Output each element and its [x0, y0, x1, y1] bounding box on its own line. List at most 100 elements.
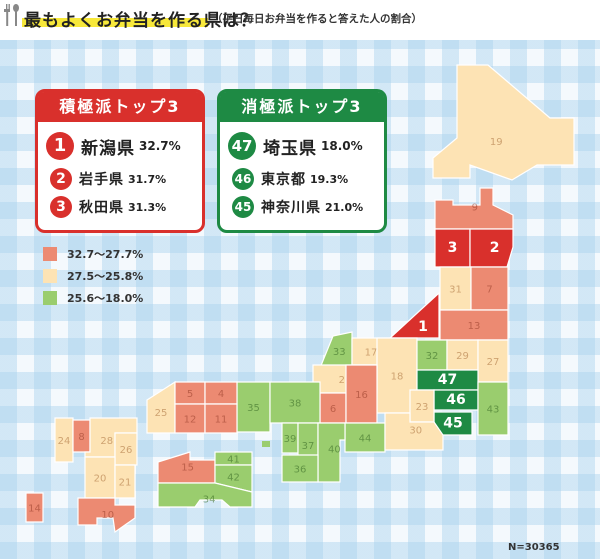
percentage: 31.7%	[128, 172, 167, 186]
legend-swatch	[43, 247, 57, 261]
prefecture-rank-label: 6	[330, 404, 336, 415]
prefecture-30: 30	[384, 412, 444, 451]
prefecture-19: 19	[432, 64, 575, 181]
prefecture-rank-label: 22	[339, 375, 352, 386]
prefecture-rank-label: 41	[227, 455, 240, 466]
passive-top3-panel: 消極派トップ3 47 埼玉県 18.0% 46 東京都 19.3% 45 神奈川…	[217, 89, 387, 233]
prefecture-35: 35	[236, 381, 271, 433]
prefecture-shape	[344, 422, 386, 453]
prefecture-rank-label: 4	[218, 389, 224, 400]
prefecture-16: 16	[345, 364, 378, 424]
prefecture-shape	[114, 432, 138, 466]
active-rank-1: 1 新潟県 32.7%	[46, 132, 181, 160]
prefecture-rank-label: 31	[449, 285, 462, 296]
passive-rank-46: 46 東京都 19.3%	[232, 168, 348, 190]
rank-badge: 46	[232, 168, 254, 190]
prefecture-name: 岩手県	[79, 172, 124, 188]
prefecture-shape	[434, 187, 514, 230]
prefecture-33: 33	[319, 331, 353, 369]
prefecture-rank-label: 39	[284, 434, 297, 445]
rank-badge: 3	[50, 196, 72, 218]
prefecture-rank-label: 1	[418, 319, 428, 335]
prefecture-shape	[114, 464, 136, 499]
passive-rank-47: 47 埼玉県 18.0%	[228, 132, 363, 160]
prefecture-rank-label: 9	[472, 202, 478, 213]
page-title: 最もよくお弁当を作る県は？	[24, 11, 258, 31]
page-subtitle: （平日毎日お弁当を作ると答えた人の割合）	[212, 13, 422, 25]
prefecture-34: 34	[157, 482, 253, 508]
prefecture-name: 新潟県	[81, 138, 135, 159]
prefecture-rank-label: 33	[333, 347, 346, 358]
prefecture-5: 5	[174, 381, 206, 405]
prefecture-14: 14	[25, 492, 44, 523]
legend-swatch	[43, 269, 57, 283]
legend-item-high: 32.7〜27.7%	[43, 243, 143, 265]
prefecture-shape	[281, 454, 319, 483]
prefecture-7: 7	[470, 266, 509, 311]
legend-label: 27.5〜25.8%	[67, 270, 144, 283]
prefecture-2: 2	[469, 228, 514, 268]
prefecture-39: 39	[281, 422, 299, 454]
prefecture-44: 44	[344, 422, 386, 453]
rank-badge: 2	[50, 168, 72, 190]
prefecture-shape	[384, 412, 444, 451]
prefecture-32: 32	[416, 339, 448, 371]
prefecture-rank-label: 10	[101, 510, 114, 521]
prefecture-27: 27	[477, 339, 509, 383]
prefecture-10: 10	[77, 497, 136, 534]
prefecture-47: 47	[416, 369, 479, 391]
prefecture-name: 神奈川県	[261, 200, 321, 216]
title-bar: 最もよくお弁当を作る県は？ （平日毎日お弁当を作ると答えた人の割合）	[0, 0, 600, 40]
prefecture-rank-label: 27	[487, 357, 500, 368]
prefecture-shape	[469, 228, 514, 268]
active-top3-title: 積極派トップ3	[38, 92, 202, 122]
prefecture-rank-label: 47	[438, 372, 457, 388]
prefecture-shape	[388, 291, 440, 339]
title-highlight	[22, 18, 208, 27]
prefecture-rank-label: 40	[328, 444, 341, 455]
prefecture-rank-label: 15	[181, 463, 194, 474]
percentage: 31.3%	[128, 200, 167, 214]
rank-badge: 45	[232, 196, 254, 218]
prefecture-rank-label: 16	[355, 390, 368, 401]
prefecture-name: 秋田県	[79, 200, 124, 216]
prefecture-41: 41	[214, 451, 253, 466]
prefecture-40: 40	[317, 422, 346, 483]
prefecture-rank-label: 34	[203, 494, 216, 505]
percentage: 19.3%	[310, 172, 349, 186]
legend: 32.7〜27.7% 27.5〜25.8% 25.6〜18.0%	[43, 243, 143, 309]
prefecture-11: 11	[204, 403, 238, 434]
prefecture-rank-label: 19	[490, 137, 503, 148]
prefecture-9: 9	[434, 187, 514, 230]
prefecture-rank-label: 29	[456, 351, 469, 362]
prefecture-29: 29	[446, 339, 479, 371]
prefecture-rank-label: 13	[468, 321, 481, 332]
prefecture-rank-label: 24	[58, 436, 71, 447]
active-rank-2: 2 岩手県 31.7%	[50, 168, 166, 190]
prefecture-shape	[25, 492, 44, 523]
prefecture-rank-label: 38	[289, 399, 302, 410]
prefecture-rank-label: 42	[227, 472, 240, 483]
prefecture-name: 埼玉県	[263, 138, 317, 159]
legend-item-mid: 27.5〜25.8%	[43, 265, 143, 287]
prefecture-rank-label: 5	[187, 389, 193, 400]
prefecture-rank-label: 7	[486, 285, 492, 296]
prefecture-1: 1	[388, 291, 440, 339]
prefecture-21: 21	[114, 464, 136, 499]
legend-swatch	[43, 291, 57, 305]
prefecture-shape	[54, 417, 74, 463]
prefecture-name: 東京都	[261, 172, 306, 188]
prefecture-rank-label: 14	[28, 504, 41, 515]
prefecture-rank-label: 35	[247, 403, 260, 414]
prefecture-13: 13	[439, 309, 509, 341]
active-rank-3: 3 秋田県 31.3%	[50, 196, 166, 218]
prefecture-shape	[204, 403, 238, 434]
rank-badge: 1	[46, 132, 74, 160]
prefecture-rank-label: 45	[443, 416, 462, 432]
prefecture-15: 15	[157, 451, 216, 484]
prefecture-rank-label: 20	[94, 474, 107, 485]
prefecture-rank-label: 11	[215, 415, 228, 426]
prefecture-rank-label: 30	[409, 425, 422, 436]
sample-size: N=30365	[508, 542, 560, 553]
